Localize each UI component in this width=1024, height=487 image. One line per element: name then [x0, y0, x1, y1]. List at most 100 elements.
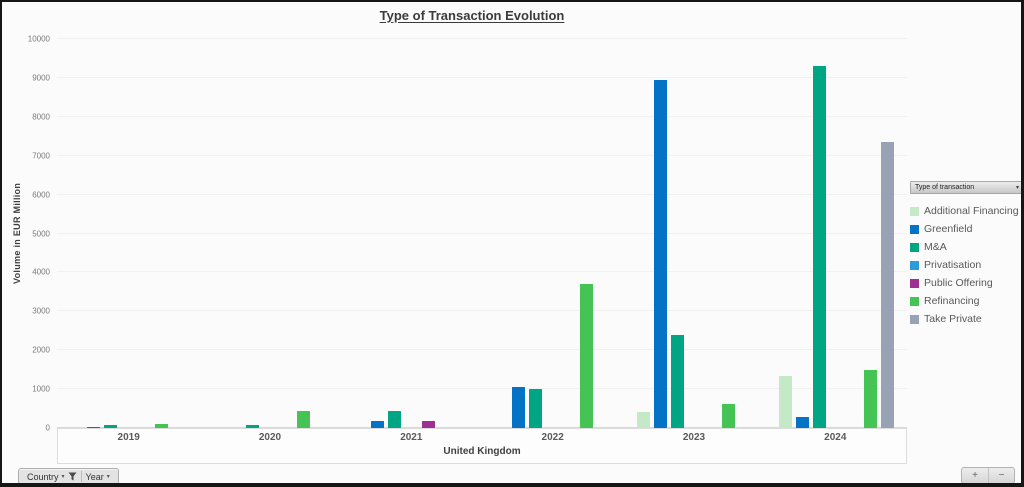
legend-item-label: Public Offering	[924, 277, 993, 289]
bar-group-2023	[624, 39, 766, 428]
legend-item-additional-financing[interactable]: Additional Financing	[910, 202, 1021, 220]
bar-greenfield-2023[interactable]	[654, 79, 668, 428]
gridline	[57, 388, 907, 390]
gridline	[57, 76, 907, 78]
country-filter-label: Country	[27, 471, 59, 482]
bar-refinancing-2019[interactable]	[155, 423, 169, 428]
plot-area	[57, 38, 907, 428]
bar-greenfield-2019[interactable]	[87, 427, 101, 428]
legend-item-privatisation[interactable]: Privatisation	[910, 256, 1021, 274]
bar-group-2024	[765, 39, 907, 428]
y-tick-label: 0	[45, 423, 50, 433]
y-tick-label: 5000	[32, 229, 50, 238]
bar-m-a-2021[interactable]	[387, 410, 401, 428]
y-tick-label: 10000	[27, 34, 50, 44]
bar-m-a-2024[interactable]	[812, 66, 826, 428]
bar-m-a-2022[interactable]	[529, 389, 543, 428]
x-axis-band: 2019 2020 2021 2022 2023 2024 United Kingdom	[57, 428, 907, 464]
gridline	[57, 115, 907, 117]
x-tick-label-2022: 2022	[541, 432, 564, 443]
year-filter-button[interactable]: Year ▾	[83, 469, 113, 483]
bar-refinancing-2022[interactable]	[580, 284, 594, 428]
legend-item-public-offering[interactable]: Public Offering	[910, 274, 1021, 292]
divider	[80, 471, 82, 482]
chevron-down-icon: ▾	[106, 474, 110, 480]
x-axis-year-row: 2019 2020 2021 2022 2023 2024	[58, 429, 906, 446]
filter-funnel-icon	[68, 472, 77, 481]
legend-item-greenfield[interactable]: Greenfield	[910, 220, 1021, 238]
bar-group-2019	[57, 39, 199, 428]
chevron-down-icon: ▾	[61, 474, 65, 480]
legend: Type of transaction ▾ Additional Financi…	[910, 181, 1021, 328]
x-tick-label-2024: 2024	[824, 432, 847, 443]
x-tick-label-2020: 2020	[258, 432, 282, 443]
bar-additional-financing-2023[interactable]	[637, 412, 651, 428]
filter-bar: Country ▾ Year ▾	[18, 468, 119, 483]
chart-title: Type of Transaction Evolution	[379, 8, 565, 23]
legend-item-label: Greenfield	[924, 223, 973, 235]
chevron-down-icon: ▾	[1015, 185, 1019, 191]
x-tick-label-2021: 2021	[400, 432, 423, 443]
legend-swatch-icon	[910, 242, 919, 252]
y-tick-label: 2000	[32, 345, 50, 355]
bar-refinancing-2023[interactable]	[722, 403, 736, 428]
gridline	[57, 310, 907, 312]
bar-refinancing-2024[interactable]	[863, 369, 877, 428]
gridline	[57, 154, 907, 156]
bar-greenfield-2024[interactable]	[795, 417, 809, 428]
bar-refinancing-2020[interactable]	[297, 410, 310, 428]
legend-item-label: Take Private	[924, 313, 982, 325]
bar-group-2020	[199, 39, 341, 428]
legend-swatch-icon	[910, 206, 919, 216]
bar-m-a-2020[interactable]	[246, 424, 259, 428]
legend-item-m-a[interactable]: M&A	[910, 238, 1021, 256]
bar-additional-financing-2024[interactable]	[778, 375, 792, 428]
country-filter-button[interactable]: Country ▾	[24, 469, 80, 483]
gridline	[57, 427, 907, 428]
bar-greenfield-2021[interactable]	[370, 421, 384, 428]
year-filter-label: Year	[85, 471, 104, 482]
bar-group-2022	[482, 39, 624, 428]
legend-item-label: Additional Financing	[924, 205, 1019, 217]
bar-take-private-2024[interactable]	[880, 142, 894, 428]
bar-greenfield-2022[interactable]	[512, 387, 526, 428]
legend-item-label: Refinancing	[924, 295, 980, 307]
y-tick-label: 9000	[32, 73, 50, 83]
gridline	[57, 232, 907, 234]
y-tick-label: 4000	[32, 267, 50, 277]
gridline	[57, 349, 907, 351]
gridline	[57, 271, 907, 273]
x-tick-label-2019: 2019	[117, 432, 140, 443]
y-tick-label: 1000	[32, 384, 50, 394]
legend-swatch-icon	[910, 314, 919, 324]
legend-type-dropdown[interactable]: Type of transaction ▾	[910, 181, 1021, 194]
zoom-in-button[interactable]: +	[972, 470, 978, 481]
y-tick-label: 7000	[32, 151, 50, 161]
x-axis-country-label: United Kingdom	[443, 446, 521, 457]
bar-group-2021	[340, 39, 482, 428]
gridline	[57, 38, 907, 39]
legend-items: Additional Financing Greenfield M&A Privati…	[910, 202, 1021, 328]
y-axis: 0 1000 2000 3000 4000 5000 6000 7000 8000 9000 100…	[2, 35, 50, 433]
y-tick-label: 3000	[32, 306, 50, 316]
y-tick-label: 6000	[32, 190, 50, 200]
legend-item-take-private[interactable]: Take Private	[910, 310, 1021, 328]
y-tick-label: 8000	[32, 112, 50, 122]
legend-swatch-icon	[910, 278, 919, 288]
legend-header-label: Type of transaction	[915, 184, 975, 191]
legend-item-label: Privatisation	[924, 259, 982, 271]
zoom-control: + −	[961, 467, 1015, 483]
legend-swatch-icon	[910, 260, 919, 270]
zoom-out-button[interactable]: −	[988, 468, 1014, 483]
legend-swatch-icon	[910, 296, 919, 306]
bar-m-a-2019[interactable]	[104, 424, 118, 428]
bar-m-a-2023[interactable]	[671, 334, 685, 428]
gridline	[57, 193, 907, 195]
legend-swatch-icon	[910, 224, 919, 234]
bar-additional-financing-2019[interactable]	[70, 426, 84, 428]
bars-layer	[57, 39, 907, 428]
legend-item-refinancing[interactable]: Refinancing	[910, 292, 1021, 310]
bar-public-offering-2021[interactable]	[421, 420, 435, 428]
legend-item-label: M&A	[924, 241, 947, 253]
